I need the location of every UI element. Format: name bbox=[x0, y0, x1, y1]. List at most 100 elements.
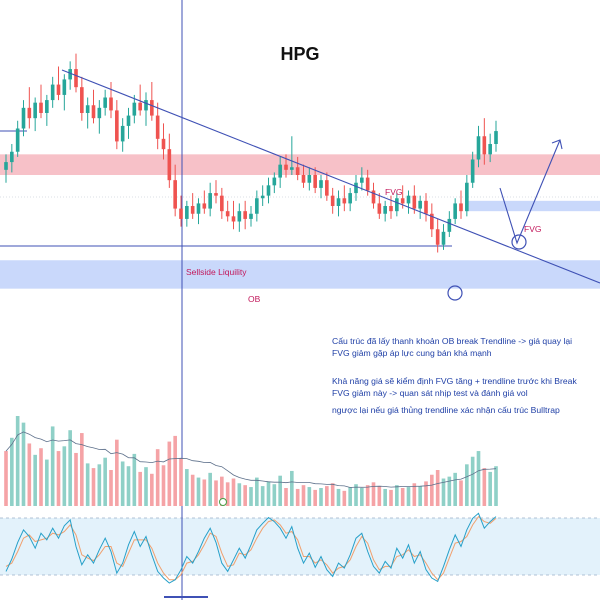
candle-body bbox=[243, 211, 247, 219]
candle-body bbox=[336, 198, 341, 206]
candle-body bbox=[225, 211, 230, 217]
candle-body bbox=[74, 69, 78, 88]
volume-bar bbox=[406, 487, 411, 506]
descending-trendline bbox=[61, 69, 600, 284]
volume-bar bbox=[33, 454, 37, 506]
volume-bar bbox=[424, 481, 428, 506]
volume-bar bbox=[488, 471, 492, 506]
candle-body bbox=[220, 195, 224, 212]
volume-bar bbox=[383, 488, 387, 506]
candle-body bbox=[284, 164, 288, 170]
volume-bar bbox=[39, 448, 43, 506]
candle-body bbox=[132, 102, 137, 116]
volume-bar bbox=[470, 456, 475, 506]
volume-bar bbox=[395, 485, 399, 506]
candle-body bbox=[360, 177, 364, 183]
volume-bar bbox=[336, 488, 341, 506]
candle-body bbox=[214, 193, 218, 196]
candle-body bbox=[10, 151, 14, 163]
volume-bar bbox=[365, 485, 370, 506]
candle-body bbox=[255, 198, 259, 214]
volume-bar bbox=[342, 490, 347, 506]
volume-bar bbox=[91, 468, 96, 506]
candle-body bbox=[190, 206, 195, 214]
volume-bar bbox=[243, 485, 247, 506]
candle-body bbox=[208, 193, 212, 209]
volume-bar bbox=[225, 482, 230, 506]
fvg-upper-label: FVG bbox=[385, 187, 402, 197]
volume-bar bbox=[167, 441, 172, 506]
volume-bar bbox=[354, 484, 358, 506]
volume-bar bbox=[115, 439, 119, 506]
volume-bar bbox=[109, 470, 113, 506]
volume-bar bbox=[150, 473, 154, 506]
volume-bar bbox=[74, 452, 78, 506]
candle-body bbox=[249, 213, 253, 219]
candle-body bbox=[400, 198, 405, 204]
note-line-3: Khả năng giá sẽ kiểm định FVG tăng + tre… bbox=[332, 376, 577, 386]
candle-body bbox=[50, 84, 55, 101]
candle-body bbox=[56, 84, 61, 95]
volume-bar bbox=[21, 422, 26, 506]
ob-zone bbox=[0, 260, 600, 289]
volume-bar bbox=[4, 451, 8, 506]
volume-bar bbox=[120, 461, 125, 506]
candle-body bbox=[185, 206, 189, 219]
volume-bar bbox=[360, 488, 364, 506]
candle-body bbox=[424, 200, 428, 214]
candle-body bbox=[85, 105, 90, 113]
candle-body bbox=[237, 211, 242, 222]
candle-body bbox=[395, 198, 399, 212]
candle-body bbox=[155, 115, 160, 139]
candle-body bbox=[348, 193, 352, 204]
candle-body bbox=[278, 164, 282, 178]
candle-body bbox=[115, 110, 119, 142]
volume-bar bbox=[27, 443, 32, 506]
candle-body bbox=[173, 180, 177, 209]
volume-bar bbox=[196, 477, 201, 506]
candle-body bbox=[126, 115, 131, 126]
volume-moving-average bbox=[5, 431, 497, 488]
candle-body bbox=[301, 175, 306, 183]
candle-body bbox=[470, 159, 475, 183]
sellside-liquidity-label: Sellside Liquility bbox=[186, 267, 247, 277]
projection-path bbox=[499, 139, 561, 245]
candle-body bbox=[27, 107, 32, 119]
candle-body bbox=[45, 100, 49, 113]
volume-bar bbox=[10, 437, 14, 506]
candle-body bbox=[202, 203, 207, 209]
volume-bar bbox=[447, 476, 452, 506]
volume-bar bbox=[202, 479, 207, 506]
note-line-5: ngược lại nếu giá thủng trendline xác nh… bbox=[332, 405, 560, 415]
volume-bar bbox=[494, 466, 498, 506]
candle-body bbox=[377, 203, 382, 214]
volume-bar bbox=[325, 486, 329, 506]
candle-body bbox=[435, 229, 440, 245]
volume-bar bbox=[260, 486, 265, 506]
volume-bar bbox=[50, 426, 55, 506]
volume-bar bbox=[301, 485, 306, 506]
volume-bar bbox=[330, 483, 335, 506]
candle-body bbox=[138, 102, 142, 111]
volume-bar bbox=[307, 487, 312, 506]
volume-bar bbox=[412, 483, 417, 506]
candle-body bbox=[330, 195, 335, 206]
volume-bar bbox=[430, 474, 434, 506]
volume-bar bbox=[377, 486, 382, 506]
retest-circle-icon bbox=[511, 234, 527, 250]
candle-body bbox=[167, 149, 172, 181]
volume-bar bbox=[190, 474, 195, 506]
volume-bar bbox=[45, 459, 49, 506]
liquidity-grab-circle-icon bbox=[447, 285, 463, 301]
candle-body bbox=[465, 182, 469, 212]
candle-body bbox=[412, 195, 417, 209]
volume-bar bbox=[441, 478, 446, 506]
volume-bar bbox=[348, 487, 352, 506]
note-line-2: FVG giảm gặp áp lực cung bán khá mạnh bbox=[332, 348, 492, 358]
candle-body bbox=[319, 180, 323, 188]
volume-bar bbox=[459, 480, 463, 506]
candle-body bbox=[103, 97, 107, 108]
volume-pane bbox=[4, 416, 498, 506]
candle-body bbox=[161, 138, 166, 150]
candle-body bbox=[459, 203, 463, 212]
